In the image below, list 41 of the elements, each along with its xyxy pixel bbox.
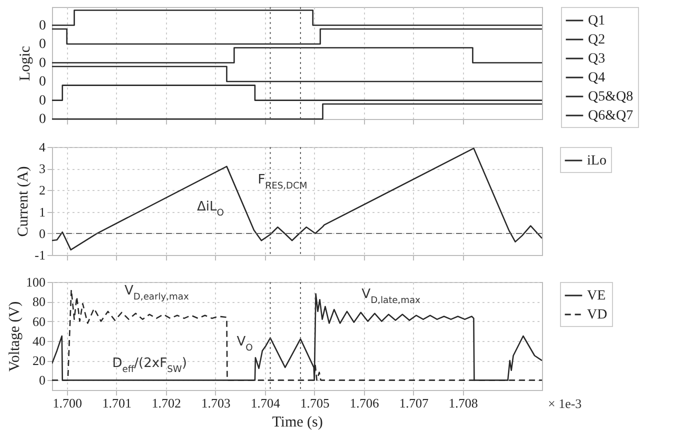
y-axis-title: Current (A)	[16, 166, 32, 237]
y-tick-label: 3	[39, 161, 46, 176]
annotation: F$_{RES,DCM}$	[258, 172, 308, 192]
annotation: V$_{O}$	[236, 334, 253, 354]
x-tick-label: 1.708	[448, 396, 478, 410]
annotation: V$_{D,late,max}$	[362, 286, 422, 306]
x-tick-label: 1.704	[250, 396, 280, 410]
y-tick-label: 0	[39, 372, 46, 388]
legend-label: Q3	[588, 52, 606, 66]
x-tick-label: 1.700	[52, 396, 82, 410]
y-axis-title: Logic	[18, 46, 34, 81]
x-tick-label: 1.705	[300, 396, 330, 410]
y-axis-title: Voltage (V)	[7, 301, 23, 372]
annotation: D$_{eff}$/(2xF$_{SW}$)	[112, 356, 187, 375]
legend-label: VE	[587, 288, 606, 304]
annotation: V$_{D,early,max}$	[124, 284, 190, 303]
x-tick-label: 1.703	[201, 396, 230, 410]
y-tick-label: 20	[32, 353, 46, 368]
annotation: ΔiL$_{O}$	[197, 199, 224, 218]
legend-label: Q6&Q7	[588, 108, 634, 124]
y-tick-label: 0	[39, 226, 46, 241]
x-tick-label: 1.706	[350, 396, 380, 410]
legend-label: VD	[587, 308, 608, 322]
y-tick-label: 60	[32, 314, 46, 329]
y-tick-label: 40	[32, 333, 46, 348]
y-tick-label: -1	[34, 248, 46, 262]
x-axis-title: Time (s)	[272, 414, 323, 430]
y-tick-label: 80	[32, 294, 46, 310]
x-tick-label: 1.701	[102, 396, 132, 410]
y-tick-label: 1	[39, 204, 46, 220]
legend-label: Q1	[588, 14, 606, 28]
text: iLo	[587, 154, 606, 168]
y-tick-label: 100	[26, 274, 46, 290]
legend-label: Q4	[588, 70, 606, 86]
legend-label: Q5&Q8	[588, 90, 634, 104]
x-tick-label: 1.707	[399, 396, 429, 410]
y-tick-label: 4	[39, 140, 46, 154]
x-tick-label: 1.702	[152, 396, 181, 410]
legend-label: Q2	[588, 32, 606, 48]
y-tick-label: 2	[39, 182, 46, 198]
text: × 1e-3	[548, 396, 582, 411]
